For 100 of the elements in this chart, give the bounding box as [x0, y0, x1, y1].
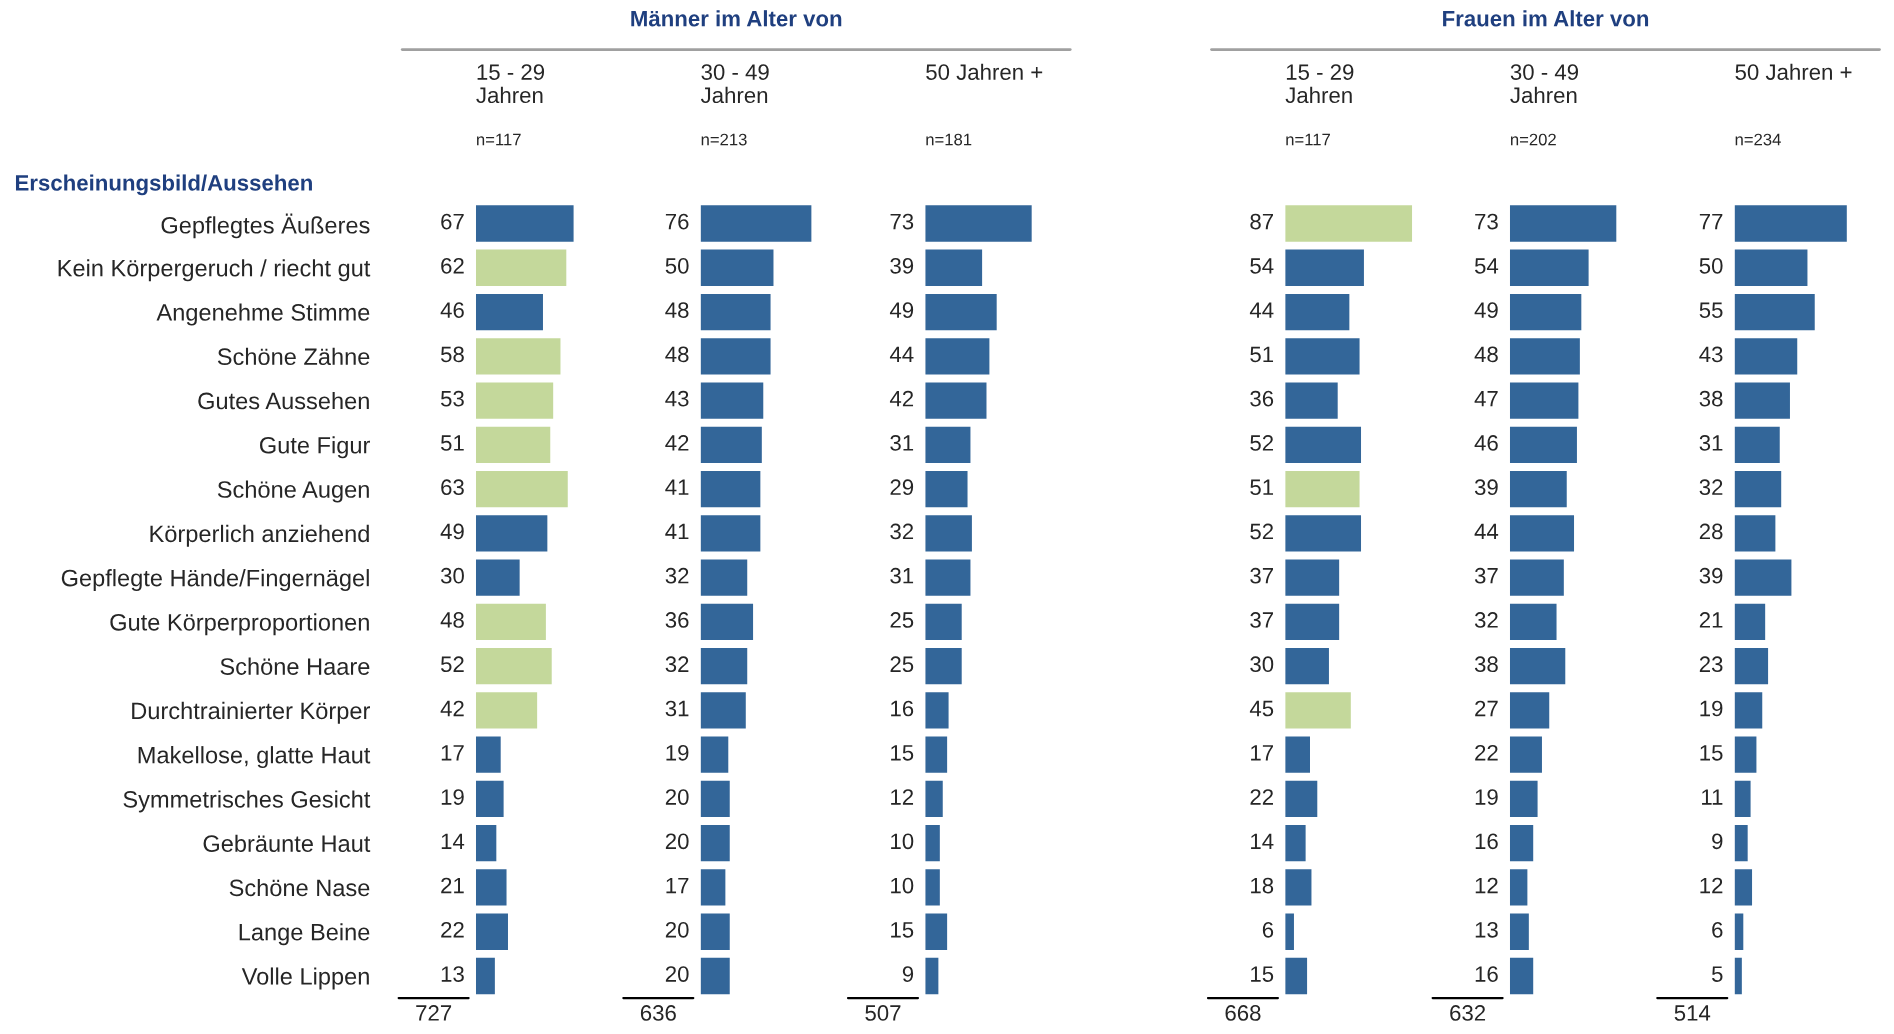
bar: [1285, 426, 1362, 463]
bar: [700, 780, 730, 818]
data-label: 47: [1474, 391, 1498, 407]
data-label: 76: [665, 213, 689, 230]
data-label: 54: [1250, 258, 1274, 274]
bar: [700, 205, 812, 242]
bar: [1734, 603, 1766, 641]
text: 727: [416, 1005, 452, 1021]
data-label: 50: [1699, 257, 1723, 274]
bar: [1285, 603, 1340, 641]
bar: [1285, 559, 1340, 596]
data-label: 51: [1250, 479, 1274, 496]
data-label: 45: [1249, 700, 1274, 717]
data-label: 19: [1700, 700, 1723, 717]
data-label: 13: [441, 966, 464, 982]
data-label: 32: [1474, 612, 1498, 628]
data-label: 44: [1249, 302, 1274, 318]
y-tick-label: Lange Beine: [239, 923, 370, 946]
bar: [475, 249, 567, 286]
data-label: 10: [891, 833, 914, 850]
data-label: 16: [1475, 966, 1498, 982]
bar: [1285, 338, 1360, 375]
data-label: 49: [889, 302, 914, 318]
bar: [925, 957, 939, 995]
data-label: 39: [1474, 479, 1498, 496]
data-label: 55: [1699, 302, 1723, 318]
data-label: 32: [1699, 479, 1723, 496]
data-label: 37: [1474, 567, 1498, 584]
data-label: 62: [441, 257, 464, 274]
data-label: 31: [890, 567, 914, 584]
bar: [475, 559, 520, 596]
bar: [700, 913, 730, 950]
text: 636: [640, 1005, 676, 1021]
data-label: 25: [890, 612, 914, 628]
data-label: 42: [889, 390, 914, 407]
data-label: 36: [1250, 390, 1274, 407]
bar: [1509, 869, 1528, 906]
text: Frauen im Alter von: [1443, 10, 1649, 27]
data-label: 6: [1712, 921, 1723, 938]
data-label: 32: [665, 656, 689, 673]
bar: [475, 780, 504, 818]
bar: [1734, 736, 1757, 773]
data-label: 22: [1475, 744, 1498, 761]
data-label: 52: [1250, 523, 1273, 540]
bar: [475, 426, 551, 463]
data-label: 12: [1700, 877, 1723, 894]
data-label: 31: [890, 435, 914, 451]
chart-subtitle: n=202: [1510, 133, 1556, 146]
bar: [1734, 338, 1798, 375]
bar: [700, 559, 748, 596]
data-label: 19: [1475, 789, 1498, 805]
y-tick-label: Volle Lippen: [241, 967, 369, 990]
data-label: 44: [889, 346, 914, 363]
y-tick-label: Gepflegte Hände/Fingernägel: [61, 569, 369, 592]
bar: [925, 647, 962, 685]
data-label: 21: [441, 877, 464, 894]
bar: [925, 470, 968, 508]
y-tick-label: Schöne Haare: [220, 657, 370, 675]
data-label: 5: [1711, 966, 1723, 982]
bar: [1509, 382, 1579, 419]
bar: [475, 382, 554, 419]
data-label: 31: [1699, 435, 1723, 451]
bar: [700, 249, 774, 286]
bar: [1734, 249, 1808, 286]
y-tick-label: Makellose, glatte Haut: [138, 746, 371, 769]
data-label: 44: [1474, 523, 1499, 540]
y-tick-label: Schöne Augen: [217, 480, 369, 503]
bar: [925, 603, 962, 641]
bar: [1285, 736, 1310, 773]
data-label: 19: [666, 744, 689, 761]
data-label: 43: [665, 390, 689, 407]
bar: [1734, 293, 1815, 331]
data-label: 49: [440, 523, 464, 540]
text: 514: [1674, 1005, 1711, 1021]
bar: [475, 957, 495, 995]
data-label: 51: [440, 435, 464, 451]
data-label: 22: [441, 921, 464, 938]
data-label: 16: [891, 700, 914, 717]
data-label: 17: [441, 745, 464, 761]
bar: [1734, 825, 1748, 862]
bar: [1734, 780, 1751, 818]
y-tick-label: Durchtrainierter Körper: [132, 701, 370, 724]
bar: [1285, 692, 1351, 729]
data-label: 52: [1250, 435, 1273, 451]
y-tick-label: Gebräunte Haut: [203, 834, 371, 852]
bar: [1734, 957, 1742, 995]
data-label: 73: [890, 213, 914, 230]
data-label: 48: [665, 346, 689, 363]
bar: [475, 869, 507, 906]
bar: [1509, 736, 1542, 773]
data-label: 52: [440, 656, 464, 673]
bar: [1285, 249, 1364, 286]
data-label: 15: [1700, 745, 1723, 761]
bar: [475, 692, 538, 729]
data-label: 39: [1699, 567, 1723, 584]
bar: [700, 338, 771, 375]
bar: [475, 603, 546, 641]
bar: [700, 647, 748, 685]
data-label: 87: [1250, 213, 1273, 230]
data-label: 48: [440, 612, 464, 628]
